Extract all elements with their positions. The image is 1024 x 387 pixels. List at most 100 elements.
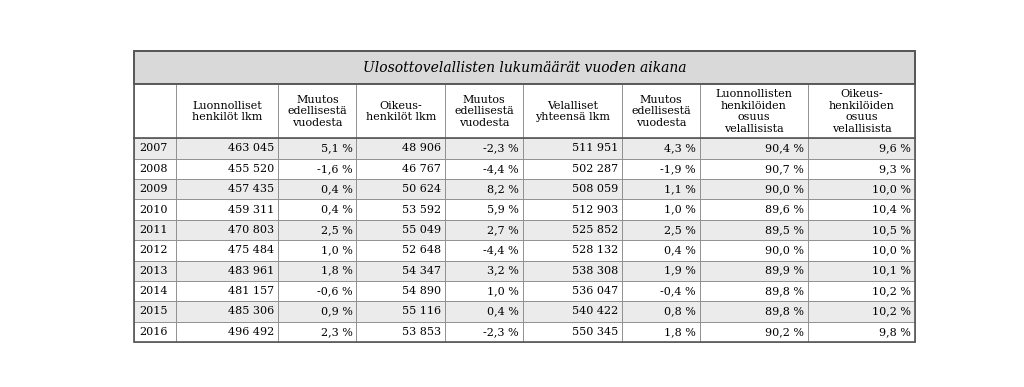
Text: 2007: 2007 [139,144,168,153]
Bar [134,84,176,138]
Text: 2012: 2012 [139,245,168,255]
Bar [523,301,622,322]
Text: 2014: 2014 [139,286,168,296]
Bar [445,84,523,138]
Text: 2009: 2009 [139,184,168,194]
Bar [700,240,808,260]
Bar [176,84,279,138]
Bar [134,199,176,220]
Bar [700,84,808,138]
Bar [279,240,356,260]
Bar [134,179,176,199]
Text: 5,1 %: 5,1 % [321,144,352,153]
Text: 55 049: 55 049 [401,225,441,235]
Bar [523,84,622,138]
Bar [523,179,622,199]
Text: -2,3 %: -2,3 % [483,327,519,337]
Text: 455 520: 455 520 [228,164,274,174]
Bar [622,301,700,322]
Bar [523,240,622,260]
Bar [700,138,808,159]
Text: 508 059: 508 059 [571,184,618,194]
Text: 90,2 %: 90,2 % [765,327,804,337]
Text: 4,3 %: 4,3 % [665,144,696,153]
Text: Muutos
edellisestä
vuodesta: Muutos edellisestä vuodesta [455,95,514,128]
Text: 10,0 %: 10,0 % [872,184,911,194]
Text: 9,8 %: 9,8 % [880,327,911,337]
Text: 89,6 %: 89,6 % [765,205,804,214]
Text: 0,4 %: 0,4 % [487,307,519,317]
Bar [176,159,279,179]
Text: 525 852: 525 852 [571,225,618,235]
Bar [523,159,622,179]
Bar [523,138,622,159]
Bar [356,199,445,220]
Text: 54 347: 54 347 [402,266,441,276]
Text: -2,3 %: -2,3 % [483,144,519,153]
Text: 1,0 %: 1,0 % [321,245,352,255]
Bar [700,220,808,240]
Text: 2,3 %: 2,3 % [321,327,352,337]
Bar [279,159,356,179]
Text: 2,5 %: 2,5 % [665,225,696,235]
Text: 10,2 %: 10,2 % [872,307,911,317]
Bar [622,179,700,199]
Bar [279,220,356,240]
Text: -4,4 %: -4,4 % [483,164,519,174]
Text: 1,8 %: 1,8 % [665,327,696,337]
Bar [134,240,176,260]
Bar [279,301,356,322]
Text: 0,8 %: 0,8 % [665,307,696,317]
Text: 50 624: 50 624 [401,184,441,194]
Text: 0,4 %: 0,4 % [321,205,352,214]
Bar [445,179,523,199]
Bar [445,260,523,281]
Bar [808,322,915,342]
Bar [356,260,445,281]
Text: 485 306: 485 306 [228,307,274,317]
Text: Velalliset
yhteensä lkm: Velalliset yhteensä lkm [535,101,610,122]
Bar [700,260,808,281]
Text: -0,6 %: -0,6 % [316,286,352,296]
Text: 0,4 %: 0,4 % [321,184,352,194]
Text: 1,0 %: 1,0 % [487,286,519,296]
Bar [445,159,523,179]
Bar [700,159,808,179]
Text: 540 422: 540 422 [571,307,618,317]
Text: -4,4 %: -4,4 % [483,245,519,255]
Text: 9,6 %: 9,6 % [880,144,911,153]
Bar [808,159,915,179]
Text: 10,1 %: 10,1 % [872,266,911,276]
Bar [176,281,279,301]
Bar [445,322,523,342]
Bar [622,84,700,138]
Bar [356,281,445,301]
Bar [134,322,176,342]
Text: 10,4 %: 10,4 % [872,205,911,214]
Text: 90,0 %: 90,0 % [765,184,804,194]
Text: 536 047: 536 047 [571,286,618,296]
Bar [134,281,176,301]
Bar [622,260,700,281]
Text: 550 345: 550 345 [571,327,618,337]
Bar [356,240,445,260]
Text: 2015: 2015 [139,307,168,317]
Text: 2011: 2011 [139,225,168,235]
Bar [445,199,523,220]
Bar [808,138,915,159]
Text: 2016: 2016 [139,327,168,337]
Text: Oikeus-
henkilöt lkm: Oikeus- henkilöt lkm [366,101,436,122]
Bar [134,51,915,84]
Bar [523,260,622,281]
Bar [622,138,700,159]
Bar [176,199,279,220]
Bar [279,199,356,220]
Text: 459 311: 459 311 [228,205,274,214]
Bar [134,220,176,240]
Text: Ulosottovelallisten lukumäärät vuoden aikana: Ulosottovelallisten lukumäärät vuoden ai… [364,61,686,75]
Text: 481 157: 481 157 [228,286,274,296]
Text: Oikeus-
henkilöiden
osuus
velallisista: Oikeus- henkilöiden osuus velallisista [828,89,894,134]
Text: 2,5 %: 2,5 % [321,225,352,235]
Text: 10,5 %: 10,5 % [872,225,911,235]
Text: 90,4 %: 90,4 % [765,144,804,153]
